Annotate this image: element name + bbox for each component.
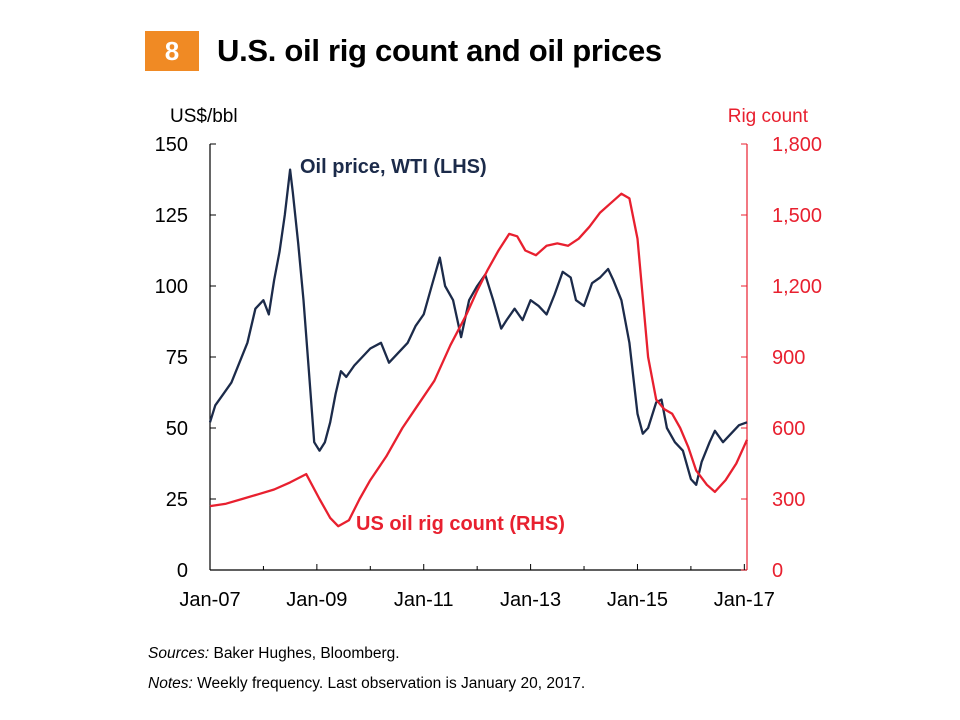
x-tick-label: Jan-17 bbox=[714, 589, 775, 611]
left-tick-label: 50 bbox=[166, 418, 188, 440]
right-tick-label: 1,800 bbox=[772, 134, 822, 156]
right-tick-label: 300 bbox=[772, 489, 805, 511]
x-tick-label: Jan-15 bbox=[607, 589, 668, 611]
left-tick-label: 150 bbox=[155, 134, 188, 156]
oil-price-annotation: Oil price, WTI (LHS) bbox=[300, 156, 487, 178]
sources-note: Sources: Baker Hughes, Bloomberg. bbox=[148, 645, 400, 663]
x-tick-label: Jan-07 bbox=[179, 589, 240, 611]
notes-label: Notes: bbox=[148, 675, 193, 692]
oil-price-line bbox=[208, 168, 748, 486]
right-tick-label: 600 bbox=[772, 418, 805, 440]
chart-title: U.S. oil rig count and oil prices bbox=[217, 33, 662, 68]
left-tick-label: 25 bbox=[166, 489, 188, 511]
right-tick-label: 0 bbox=[772, 560, 783, 582]
rig-count-line bbox=[209, 192, 749, 528]
x-tick-label: Jan-11 bbox=[394, 589, 454, 611]
figure-number-badge: 8 bbox=[145, 31, 199, 71]
series-group bbox=[208, 168, 749, 528]
axes-group bbox=[209, 143, 748, 571]
labels-group: 0 25 50 75 100 125 150 0 300 600 900 1,200 1,500 1,80… bbox=[155, 106, 822, 611]
rig-count-annotation: US oil rig count (RHS) bbox=[356, 513, 565, 535]
left-tick-label: 0 bbox=[177, 560, 188, 582]
left-tick-label: 100 bbox=[155, 276, 188, 298]
notes-text: Weekly frequency. Last observation is Ja… bbox=[192, 675, 586, 692]
right-tick-label: 1,500 bbox=[772, 205, 822, 227]
left-tick-label: 75 bbox=[166, 347, 188, 369]
x-tick-label: Jan-09 bbox=[286, 589, 347, 611]
x-tick-label: Jan-13 bbox=[500, 589, 561, 611]
right-tick-label: 1,200 bbox=[772, 276, 822, 298]
notes-note: Notes: Weekly frequency. Last observatio… bbox=[148, 675, 585, 693]
left-axis-title: US$/bbl bbox=[170, 106, 238, 127]
right-tick-label: 900 bbox=[772, 347, 805, 369]
sources-label: Sources: bbox=[148, 645, 210, 662]
left-tick-label: 125 bbox=[155, 205, 188, 227]
figure-header: 8 U.S. oil rig count and oil prices bbox=[145, 30, 662, 72]
right-axis-title: Rig count bbox=[728, 106, 809, 127]
sources-text: Baker Hughes, Bloomberg. bbox=[209, 645, 400, 662]
